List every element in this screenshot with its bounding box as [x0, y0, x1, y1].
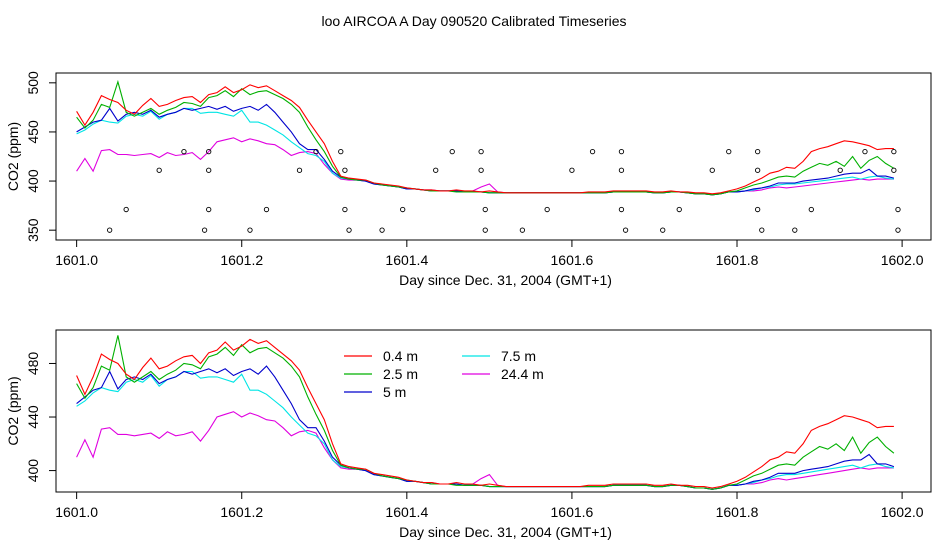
y-tick-label: 400 — [25, 169, 41, 193]
data-point — [891, 148, 897, 155]
data-point — [726, 148, 732, 155]
x-tick-label: 1601.6 — [551, 504, 594, 520]
legend-label: 24.4 m — [501, 366, 544, 382]
data-point — [206, 167, 212, 173]
data-point — [123, 206, 129, 213]
chart-title: loo AIRCOA A Day 090520 Calibrated Times… — [321, 13, 626, 29]
bottom-panel: 1601.0 1601.2 1601.4 1601.6 1601.8 1602.0 400 4… — [5, 329, 932, 540]
plot-frame — [55, 329, 932, 493]
data-point — [544, 206, 550, 213]
legend-label: 5 m — [383, 384, 406, 400]
data-point — [759, 227, 765, 233]
data-point — [618, 167, 625, 173]
data-point — [482, 206, 488, 213]
series-line-5-m — [76, 103, 895, 196]
x-axis-label: Day since Dec. 31, 2004 (GMT+1) — [399, 524, 612, 540]
data-point — [247, 227, 253, 233]
data-point — [755, 148, 761, 155]
data-point — [808, 206, 814, 213]
x-tick-label: 1601.0 — [55, 504, 98, 520]
x-tick-label: 1601.0 — [55, 252, 98, 268]
data-point — [618, 148, 625, 155]
data-point — [660, 227, 666, 233]
x-tick-label: 1602.0 — [881, 252, 924, 268]
data-point — [895, 227, 901, 233]
data-point — [622, 227, 629, 233]
data-point — [206, 206, 212, 213]
data-point — [755, 167, 761, 173]
data-point — [589, 148, 596, 155]
data-point — [478, 167, 484, 173]
y-tick-label: 450 — [25, 120, 41, 144]
data-point — [709, 167, 715, 173]
series-line-5-m — [76, 365, 895, 490]
x-tick-label: 1602.0 — [881, 504, 924, 520]
data-point — [156, 167, 162, 173]
data-point — [895, 206, 901, 213]
data-point — [618, 206, 625, 213]
y-tick-label: 350 — [25, 218, 41, 242]
data-point — [569, 167, 575, 173]
data-point — [519, 227, 526, 233]
data-point — [346, 227, 352, 233]
series-line-2-5-m — [76, 335, 895, 490]
data-point — [792, 227, 798, 233]
y-tick-label: 480 — [25, 352, 41, 376]
x-axis-label: Day since Dec. 31, 2004 (GMT+1) — [399, 272, 612, 288]
data-point — [449, 148, 455, 155]
data-point — [755, 206, 761, 213]
data-point — [482, 227, 488, 233]
data-point — [342, 206, 348, 213]
data-point — [676, 206, 682, 213]
data-point — [478, 148, 484, 155]
data-point — [433, 167, 439, 173]
x-tick-label: 1601.8 — [716, 504, 759, 520]
legend-label: 7.5 m — [501, 348, 536, 364]
series-line-24-4-m — [76, 411, 894, 490]
series-line-0-4-m — [76, 338, 894, 489]
top-panel: 1601.0 1601.2 1601.4 1601.6 1601.8 1602.0 350 4… — [5, 71, 932, 288]
y-tick-label: 440 — [25, 405, 41, 429]
x-tick-label: 1601.2 — [220, 252, 263, 268]
x-tick-label: 1601.4 — [385, 252, 428, 268]
data-point — [338, 148, 344, 155]
series-line-2-5-m — [76, 79, 895, 196]
data-point — [837, 167, 843, 173]
data-point — [107, 227, 113, 233]
x-tick-label: 1601.6 — [551, 252, 594, 268]
data-point — [313, 148, 319, 155]
legend-label: 2.5 m — [383, 366, 418, 382]
x-tick-label: 1601.2 — [220, 504, 263, 520]
series-line-0-4-m — [76, 84, 894, 195]
data-point — [296, 167, 303, 173]
series-line-7-5-m — [76, 107, 894, 196]
y-axis-label: CO2 (ppm) — [5, 122, 21, 191]
data-point — [342, 167, 348, 173]
y-tick-label: 500 — [25, 71, 41, 95]
legend-label: 0.4 m — [383, 348, 418, 364]
data-point — [891, 167, 897, 173]
data-point — [862, 148, 868, 155]
data-point — [400, 206, 406, 213]
data-point — [181, 148, 187, 155]
data-point — [263, 206, 270, 213]
y-axis-label: CO2 (ppm) — [5, 376, 21, 445]
y-tick-label: 400 — [25, 459, 41, 483]
plot-frame — [55, 72, 932, 241]
data-point — [206, 148, 212, 155]
series-line-24-4-m — [76, 137, 894, 196]
data-point — [379, 227, 385, 233]
data-point — [201, 227, 208, 233]
x-tick-label: 1601.4 — [385, 504, 428, 520]
x-tick-label: 1601.8 — [716, 252, 759, 268]
series-line-7-5-m — [76, 370, 894, 490]
